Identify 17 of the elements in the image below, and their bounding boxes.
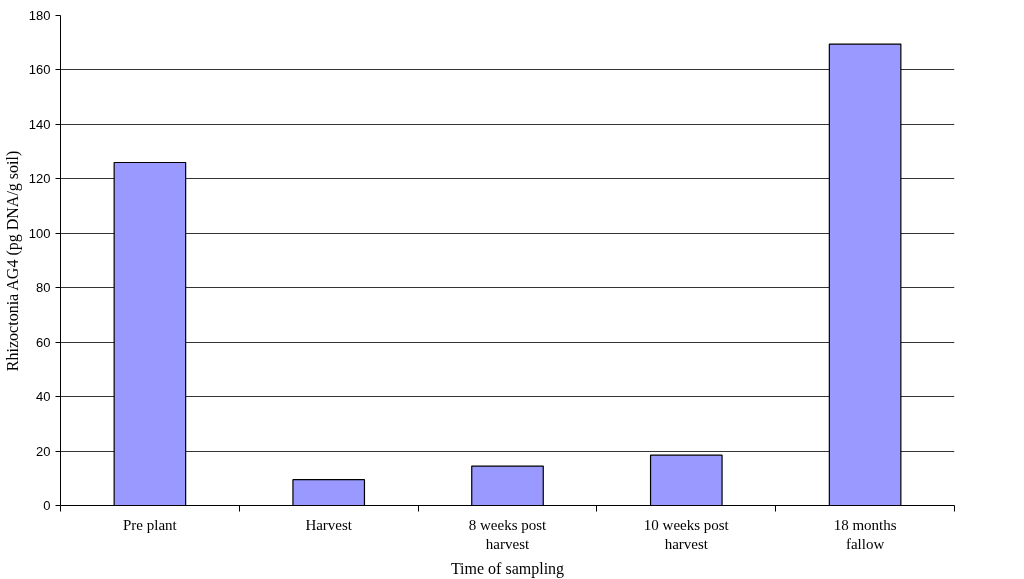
x-tick-label: Harvest [305, 516, 353, 533]
y-tick-label: 0 [43, 498, 51, 513]
y-tick-label: 160 [28, 62, 51, 78]
y-tick-label: 180 [28, 8, 51, 23]
x-tick-label: 18 months fallow [833, 516, 897, 552]
x-tick-label: 10 weeks post harvest [643, 516, 730, 552]
y-axis-title: Rhizoctonia AG4 (pg DNA/g soil) [3, 150, 22, 372]
y-tick-label: 40 [36, 389, 51, 405]
x-tick-label: Pre plant [123, 516, 178, 533]
y-tick-label: 100 [28, 225, 51, 241]
y-tick-label: 80 [36, 280, 51, 296]
y-tick-label: 20 [36, 443, 51, 459]
y-tick-label: 60 [36, 334, 51, 350]
x-tick-label: 8 weeks post harvest [468, 516, 548, 552]
y-tick-label: 120 [28, 171, 51, 187]
y-tick-label: 140 [28, 116, 51, 132]
x-axis-title: Time of sampling [450, 559, 565, 578]
